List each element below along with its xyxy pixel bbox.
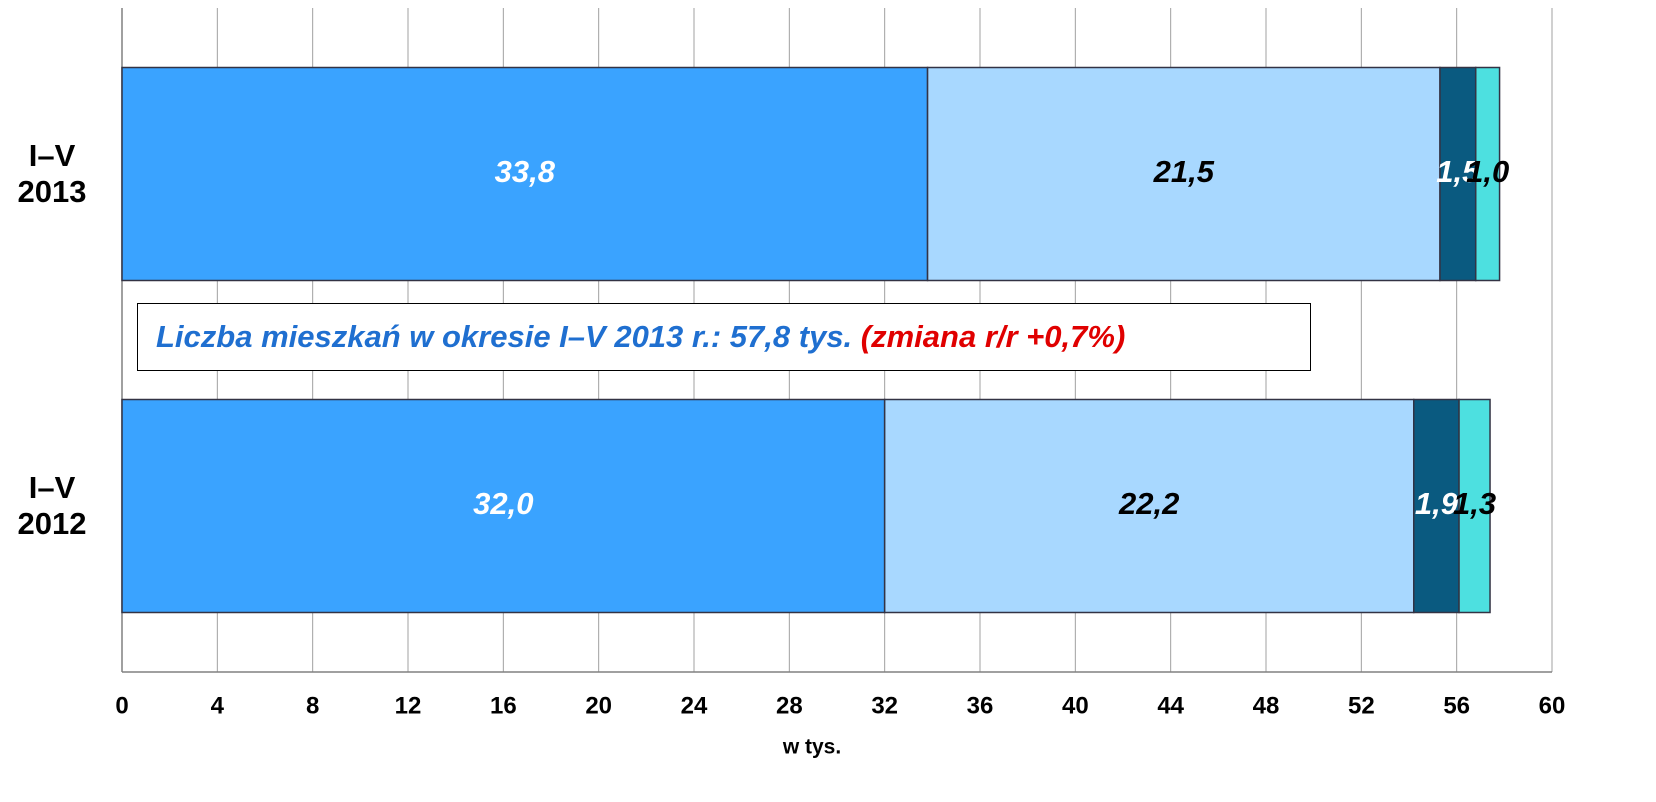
value-label: 1,5	[1436, 154, 1480, 189]
x-tick-label: 12	[395, 692, 422, 719]
value-label: 33,8	[495, 154, 556, 189]
bar-segment	[1458, 398, 1491, 614]
x-tick-label: 0	[115, 692, 128, 719]
x-axis-label: w tys.	[782, 736, 841, 759]
annotation-text: Liczba mieszkań w okresie I–V 2013 r.: 5…	[156, 319, 853, 354]
x-tick-label: 44	[1157, 692, 1184, 719]
value-label: 22,2	[1118, 486, 1179, 521]
x-tick-label: 48	[1253, 692, 1280, 719]
y-tick-label: I–V 2012	[17, 470, 87, 541]
value-label: 1,0	[1466, 154, 1509, 189]
bar-segment	[926, 66, 1441, 282]
x-tick-label: 60	[1539, 692, 1566, 719]
value-label: 1,9	[1415, 486, 1459, 521]
value-label: 32,0	[473, 486, 533, 521]
y-tick-label: I–V 2013	[17, 138, 87, 209]
x-tick-label: 28	[776, 692, 803, 719]
x-tick-label: 32	[871, 692, 898, 719]
x-tick-label: 36	[967, 692, 994, 719]
x-tick-label: 16	[490, 692, 517, 719]
annotation: Liczba mieszkań w okresie I–V 2013 r.: 5…	[137, 303, 1311, 371]
x-tick-label: 40	[1062, 692, 1089, 719]
value-label: 1,3	[1453, 486, 1496, 521]
bar-segment	[121, 398, 886, 614]
x-tick-label: 56	[1443, 692, 1470, 719]
bar-segment	[1413, 398, 1460, 614]
bar-segment	[121, 66, 929, 282]
x-tick-label: 52	[1348, 692, 1375, 719]
x-tick-label: 4	[211, 692, 225, 719]
value-label: 21,5	[1153, 154, 1215, 189]
x-tick-label: 24	[681, 692, 708, 719]
x-tick-label: 8	[306, 692, 319, 719]
bar-segment	[1474, 66, 1501, 282]
annotation-highlight: (zmiana r/r +0,7%)	[860, 319, 1126, 354]
x-tick-label: 20	[585, 692, 612, 719]
